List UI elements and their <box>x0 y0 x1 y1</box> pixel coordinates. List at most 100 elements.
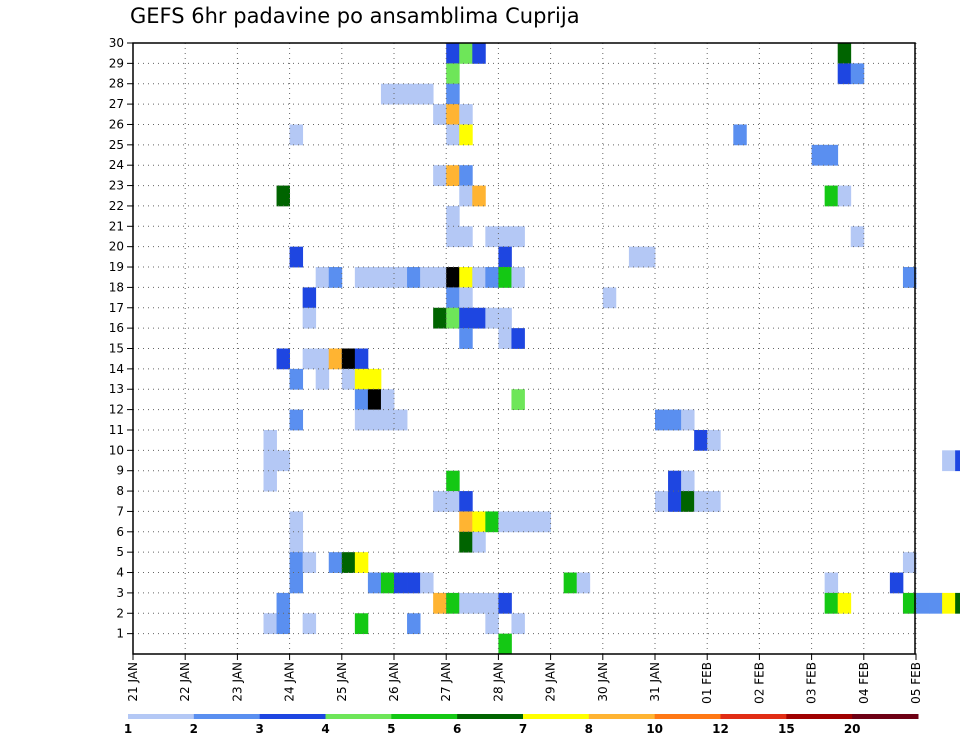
heatmap-cell <box>289 552 304 573</box>
y-tick-label: 11 <box>109 423 124 437</box>
y-tick-label: 29 <box>109 56 124 70</box>
heatmap-cell <box>889 572 904 594</box>
heatmap-cell <box>315 368 330 390</box>
heatmap-cell <box>302 287 317 309</box>
y-tick-label: 21 <box>109 219 124 233</box>
heatmap-cell <box>354 267 369 288</box>
heatmap-cell <box>459 287 473 309</box>
x-tick-label: 21 JAN <box>126 662 140 702</box>
y-tick-label: 17 <box>109 301 124 315</box>
heatmap-cell <box>446 267 460 288</box>
heatmap-cell <box>459 43 473 64</box>
heatmap-cell <box>850 226 865 248</box>
colorbar-segment <box>325 714 392 719</box>
colorbar-label: 3 <box>255 722 263 736</box>
heatmap-cell <box>446 470 460 492</box>
y-tick-label: 14 <box>109 362 124 376</box>
heatmap-cell <box>459 307 473 329</box>
heatmap-cell <box>485 307 499 329</box>
y-tick-label: 3 <box>116 586 124 600</box>
heatmap-cell <box>446 83 460 105</box>
heatmap-cell <box>302 552 317 573</box>
colorbar-segment <box>523 714 590 719</box>
x-tick-label: 25 JAN <box>335 662 349 702</box>
heatmap-cell <box>681 409 695 431</box>
heatmap-cell <box>354 552 369 573</box>
y-tick-label: 9 <box>116 464 124 478</box>
heatmap-cell <box>694 491 708 512</box>
heatmap-cell <box>328 552 343 573</box>
y-tick-label: 22 <box>109 199 124 213</box>
heatmap-cell <box>929 592 943 614</box>
y-tick-label: 19 <box>109 260 124 274</box>
heatmap-cell <box>498 511 512 533</box>
heatmap-cell <box>902 552 917 573</box>
y-tick-label: 1 <box>116 627 124 641</box>
y-tick-label: 30 <box>109 36 124 50</box>
heatmap-cell <box>902 592 917 614</box>
heatmap-cell <box>942 592 956 614</box>
heatmap-cell <box>433 592 447 614</box>
heatmap-cell <box>302 348 317 370</box>
colorbar-segment <box>786 714 853 719</box>
colorbar: 1 2 3 4 5 6 7 8 10 12 15 20 <box>124 714 919 736</box>
heatmap-cell <box>302 613 317 635</box>
heatmap-cell <box>328 348 343 370</box>
heatmap-cell <box>811 144 826 166</box>
heatmap-cell <box>446 592 460 614</box>
heatmap-cell <box>263 613 277 635</box>
heatmap-cell <box>263 429 277 451</box>
heatmap-cell <box>354 613 369 635</box>
heatmap-cell <box>289 511 304 533</box>
y-tick-label: 6 <box>116 525 124 539</box>
colorbar-label: 12 <box>712 722 729 736</box>
heatmap-cell <box>459 124 473 146</box>
colorbar-label: 5 <box>387 722 395 736</box>
colorbar-segment <box>588 714 656 719</box>
heatmap-cell <box>850 63 865 85</box>
heatmap-cell <box>902 267 917 288</box>
heatmap-cell <box>367 389 382 410</box>
y-tick-label: 8 <box>116 484 124 498</box>
heatmap-cell <box>681 470 695 492</box>
colorbar-segment <box>720 714 787 719</box>
heatmap-cell <box>955 450 960 472</box>
x-tick-label: 02 FEB <box>752 662 766 704</box>
heatmap-cell <box>485 511 499 533</box>
colorbar-label: 8 <box>585 722 593 736</box>
heatmap-cell <box>955 592 960 614</box>
heatmap-cell <box>354 409 369 431</box>
heatmap-cell <box>263 470 277 492</box>
heatmap-cell <box>276 185 290 207</box>
heatmap-cell <box>602 287 617 309</box>
heatmap-cell <box>459 104 473 125</box>
x-tick-label: 24 JAN <box>283 662 297 702</box>
heatmap-cell <box>511 226 525 248</box>
heatmap-cell <box>341 368 356 390</box>
heatmap-cell <box>354 368 369 390</box>
x-tick-label: 28 JAN <box>491 662 505 702</box>
heatmap-cell <box>837 185 852 207</box>
y-tick-label: 16 <box>109 321 124 335</box>
colorbar-label: 15 <box>778 722 795 736</box>
y-tick-label: 27 <box>109 97 124 111</box>
heatmap-cell <box>537 511 551 533</box>
x-axis: 21 JAN 22 JAN 23 JAN 24 JAN 25 JAN 26 JAN 27 J… <box>126 654 923 704</box>
heatmap-cell <box>276 450 290 472</box>
heatmap-cell <box>472 185 486 207</box>
colorbar-segment <box>457 714 524 719</box>
colorbar-label: 7 <box>519 722 527 736</box>
colorbar-label: 10 <box>646 722 663 736</box>
colorbar-label: 4 <box>321 722 329 736</box>
x-tick-label: 05 FEB <box>909 662 923 704</box>
heatmap-cell <box>263 450 277 472</box>
heatmap-cell <box>380 83 395 105</box>
heatmap-cell <box>498 592 512 614</box>
heatmap-cell <box>394 267 408 288</box>
heatmap-cell <box>485 226 499 248</box>
heatmap-cell <box>824 185 839 207</box>
heatmap-cell <box>498 307 512 329</box>
y-axis: 1234567891011121314151617181920212223242… <box>109 36 133 641</box>
heatmap-cell <box>472 531 486 553</box>
heatmap-cell <box>380 572 395 594</box>
